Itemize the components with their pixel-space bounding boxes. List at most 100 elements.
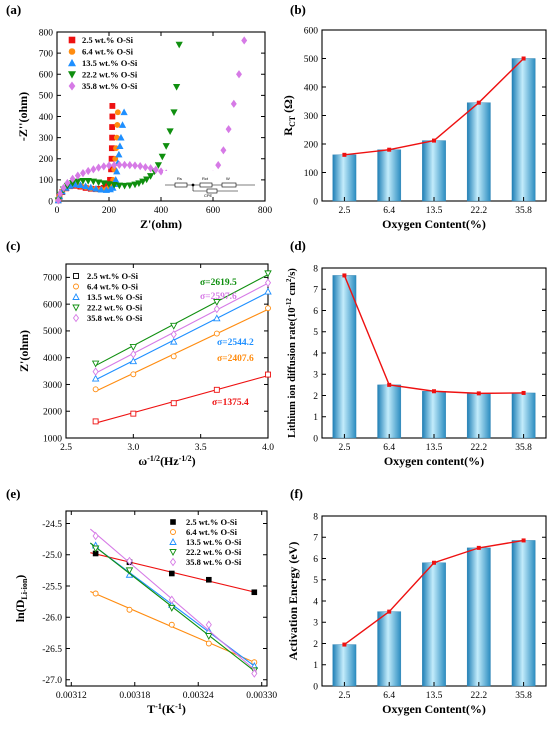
data-point xyxy=(206,576,212,583)
panel-label: (f) xyxy=(290,486,303,501)
legend-label: 13.5 wt.% O-Si xyxy=(186,537,242,547)
y-tick-label: 600 xyxy=(39,71,54,81)
legend-marker xyxy=(72,313,80,323)
panel-label: (d) xyxy=(290,238,306,253)
data-point xyxy=(106,161,112,170)
legend-label: 35.8 wt.% O-Si xyxy=(87,313,143,323)
sigma-label: σ=1375.4 xyxy=(212,398,249,408)
bar xyxy=(377,149,402,202)
y-tick-label: 1 xyxy=(313,413,318,423)
bar xyxy=(422,391,446,439)
trend-point xyxy=(521,390,526,395)
fit-line xyxy=(95,291,269,381)
data-point xyxy=(142,163,149,172)
y-tick-label: 600 xyxy=(304,26,319,36)
y-tick-label: 0 xyxy=(313,197,318,207)
y-axis-title: Lithium ion diffusion rate(10-12 cm2/s) xyxy=(285,268,298,438)
data-point xyxy=(110,182,118,189)
x-tick-label: 35.8 xyxy=(515,443,532,453)
y-tick-label: 0 xyxy=(313,434,318,444)
data-point xyxy=(170,109,178,117)
x-tick-label: 35.8 xyxy=(515,206,532,216)
legend-label: 6.4 wt.% O-Si xyxy=(82,47,134,57)
y-tick-label: 2000 xyxy=(43,408,62,418)
data-point xyxy=(236,70,242,79)
data-point xyxy=(92,418,99,425)
y-tick-label: 0 xyxy=(48,197,53,207)
data-point xyxy=(264,270,272,278)
y-tick-label: -25.5 xyxy=(42,582,62,592)
legend-marker xyxy=(68,81,76,91)
y-tick-label: 500 xyxy=(39,92,54,102)
bar xyxy=(511,392,536,439)
data-point xyxy=(64,178,71,188)
y-tick-label: 0 xyxy=(313,682,318,692)
x-tick-label: 800 xyxy=(258,206,273,216)
inset-label-rct: Rct xyxy=(202,176,209,181)
sigma-label: σ=2544.2 xyxy=(217,338,254,348)
y-tick-label: 1000 xyxy=(43,434,62,444)
trend-point xyxy=(387,147,392,152)
data-point xyxy=(105,181,113,188)
data-point xyxy=(129,357,138,365)
data-point xyxy=(100,162,107,171)
x-tick-label: 22.2 xyxy=(470,691,487,701)
y-axis-title: -Z''(ohm) xyxy=(16,92,30,141)
legend-label: 22.2 wt.% O-Si xyxy=(87,303,143,313)
bar xyxy=(332,154,357,202)
data-point xyxy=(76,181,85,189)
legend-marker xyxy=(73,273,79,279)
y-tick-label: 500 xyxy=(304,55,319,65)
inset-resistor-rct xyxy=(199,182,213,188)
series-2.5 wt.% O-Si xyxy=(92,371,271,425)
trend-point xyxy=(432,138,436,143)
data-point xyxy=(135,180,143,187)
data-point xyxy=(126,556,133,566)
data-point xyxy=(264,287,272,295)
y-tick-label: 200 xyxy=(304,140,319,150)
data-point xyxy=(109,124,116,130)
y-tick-label: 7 xyxy=(313,286,318,296)
data-point xyxy=(91,545,100,553)
trend-point xyxy=(521,538,526,543)
data-point xyxy=(120,182,129,190)
data-point xyxy=(92,590,99,597)
y-tick-label: 100 xyxy=(39,176,54,186)
trend-point xyxy=(432,389,436,394)
y-tick-label: 400 xyxy=(304,83,319,93)
legend-marker xyxy=(170,529,176,535)
y-tick-label: -26.5 xyxy=(42,645,62,655)
data-point xyxy=(220,146,227,155)
trend-point xyxy=(342,152,347,157)
legend-marker xyxy=(68,48,76,55)
legend-label: 13.5 wt.% O-Si xyxy=(87,292,143,302)
x-tick-label: 2.5 xyxy=(338,443,350,453)
trend-point xyxy=(476,545,481,550)
data-point xyxy=(121,160,128,169)
y-tick-label: 3 xyxy=(313,371,318,381)
plot-frame xyxy=(65,263,269,439)
x-axis-title: T-1(K-1) xyxy=(147,702,186,716)
y-tick-label: 8 xyxy=(313,264,318,274)
x-axis-title: Oxygen content(%) xyxy=(384,454,484,468)
y-tick-label: -27.0 xyxy=(42,676,62,686)
inset-label-cpe: CPE xyxy=(204,193,213,198)
y-tick-label: 700 xyxy=(39,49,54,59)
legend-marker xyxy=(169,538,177,545)
legend-marker xyxy=(67,58,77,67)
x-axis-title: Z'(ohm) xyxy=(140,217,182,231)
y-tick-label: 400 xyxy=(39,113,54,123)
data-point xyxy=(137,162,144,171)
legend-marker xyxy=(72,293,80,300)
y-tick-label: 3000 xyxy=(43,381,62,391)
data-point xyxy=(116,142,124,149)
inset-label-rs: Rs xyxy=(177,176,182,181)
inset-background xyxy=(163,171,259,193)
trend-line xyxy=(343,275,524,395)
legend-label: 2.5 wt.% O-Si xyxy=(186,517,238,527)
x-axis-title: Oxygen Content(%) xyxy=(382,702,486,716)
x-tick-label: 3.5 xyxy=(195,443,207,453)
data-point xyxy=(69,174,76,183)
data-point xyxy=(92,185,100,192)
legend-label: 2.5 wt.% O-Si xyxy=(87,271,139,281)
